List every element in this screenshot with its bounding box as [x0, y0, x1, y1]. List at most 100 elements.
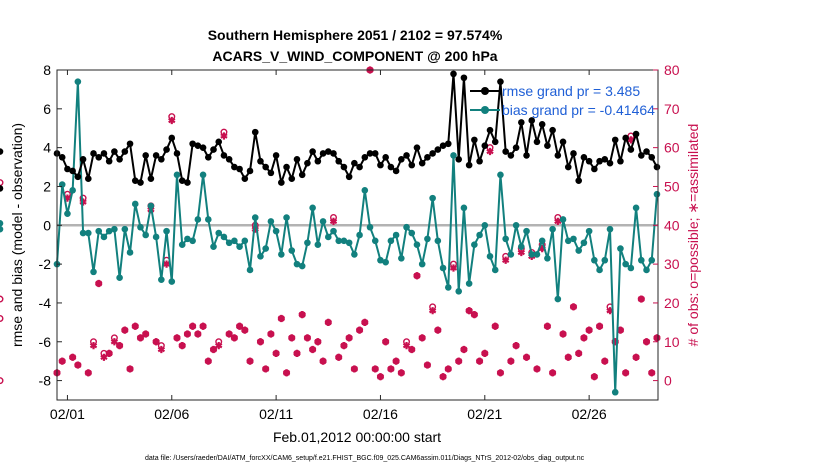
- rmse-series-point: [601, 155, 609, 163]
- rmse-series-point: [168, 134, 176, 142]
- rmse-series-point: [220, 152, 228, 159]
- rmse-series-point: [429, 150, 436, 157]
- y-right-tick-label: 70: [664, 101, 680, 117]
- obs-assimilated-marker: [142, 330, 150, 338]
- y-axis-right-label: # of obs: o=possible; ∗=assimilated: [685, 124, 701, 347]
- bias-series-point: [387, 237, 395, 245]
- rmse-series-point: [554, 152, 562, 159]
- bias-series-point: [225, 239, 233, 247]
- rmse-series-point: [580, 154, 588, 161]
- bias-series-point: [272, 227, 280, 235]
- rmse-series-point: [184, 179, 191, 186]
- y-tick-label: 6: [43, 101, 51, 117]
- bias-series-point: [178, 241, 186, 249]
- obs-assimilated-marker: [382, 338, 390, 346]
- obs-assimilated-marker: [215, 342, 223, 350]
- legend: rmse grand pr = 3.485 bias grand pr = -0…: [470, 83, 655, 118]
- obs-assimilated-marker: [465, 307, 473, 315]
- rmse-series-point: [330, 150, 337, 157]
- rmse-series-point: [507, 152, 515, 159]
- bias-series-point: [189, 237, 196, 245]
- rmse-series-point: [591, 165, 598, 173]
- rmse-series-point: [105, 157, 113, 165]
- bias-series-point: [111, 225, 118, 233]
- obs-assimilated-marker: [194, 330, 202, 338]
- rmse-series-point: [298, 171, 306, 179]
- bias-series-point: [79, 229, 87, 237]
- obs-assimilated-marker: [267, 330, 275, 338]
- obs-assimilated-marker: [209, 345, 218, 354]
- bias-series-point: [90, 268, 97, 276]
- bias-series-point: [559, 216, 567, 223]
- bias-series-point: [371, 237, 379, 245]
- rmse-series-point: [189, 140, 196, 148]
- rmse-series-point: [502, 148, 509, 155]
- rmse-series-point: [142, 152, 149, 159]
- rmse-series-point: [382, 154, 389, 161]
- y-axis-label: rmse and bias (model - observation): [9, 123, 25, 347]
- bias-series-point: [168, 278, 176, 285]
- bias-series-point: [491, 266, 499, 274]
- obs-assimilated-marker: [241, 326, 249, 334]
- obs-assimilated-marker: [183, 330, 192, 338]
- bias-series-point: [617, 245, 624, 252]
- bias-series-point: [330, 227, 337, 235]
- rmse-series-point: [241, 175, 249, 183]
- bias-series-point: [116, 274, 123, 282]
- rmse-series-point: [0, 148, 4, 155]
- rmse-series-point: [121, 148, 129, 155]
- y-tick-label: -2: [39, 256, 52, 272]
- obs-assimilated-marker: [580, 334, 588, 342]
- x-tick-label: 02/26: [572, 406, 607, 422]
- obs-assimilated-marker: [387, 365, 395, 373]
- obs-assimilated-marker: [355, 326, 364, 334]
- x-tick-label: 02/16: [363, 406, 398, 422]
- obs-assimilated-marker: [418, 334, 426, 342]
- rmse-series-point: [648, 154, 656, 161]
- rmse-series-point: [257, 157, 264, 165]
- bias-series-point: [64, 210, 71, 217]
- obs-assimilated-marker: [350, 365, 359, 373]
- bias-series-point: [131, 200, 139, 208]
- bias-series-point: [653, 190, 661, 198]
- obs-assimilated-marker: [89, 342, 98, 350]
- x-tick-label: 02/21: [467, 406, 502, 422]
- rmse-series-point: [251, 128, 259, 136]
- bias-series-point: [627, 264, 635, 272]
- obs-assimilated-marker: [58, 357, 66, 365]
- obs-assimilated-marker: [361, 318, 369, 326]
- obs-assimilated-marker: [501, 256, 510, 264]
- bias-series-point: [137, 223, 144, 231]
- rmse-series-point: [95, 154, 103, 161]
- rmse-series-point: [246, 167, 254, 175]
- obs-assimilated-marker: [559, 330, 567, 338]
- rmse-series-point: [575, 177, 583, 184]
- rmse-series-point: [611, 136, 619, 144]
- bias-series-point: [377, 256, 384, 264]
- bias-series-point: [351, 251, 358, 258]
- bias-series-point: [152, 233, 160, 241]
- x-tick-label: 02/06: [154, 406, 189, 422]
- bias-series-point: [481, 221, 489, 229]
- bias-series-point: [194, 216, 202, 223]
- obs-assimilated-marker: [277, 314, 285, 323]
- bias-series-point: [95, 227, 103, 235]
- rmse-series-point: [215, 138, 223, 146]
- obs-assimilated-marker: [178, 342, 186, 350]
- bias-series-point: [100, 233, 108, 241]
- bias-series-point: [142, 231, 149, 239]
- obs-assimilated-marker: [455, 357, 463, 365]
- bias-series-point: [278, 251, 285, 258]
- bias-series-point: [502, 235, 509, 243]
- bias-series-point: [533, 251, 541, 258]
- bias-series-point: [408, 229, 416, 237]
- rmse-series-point: [627, 146, 635, 153]
- obs-assimilated-marker: [235, 322, 244, 330]
- bias-series-point: [418, 260, 426, 268]
- obs-assimilated-marker: [595, 322, 604, 330]
- rmse-series-point: [460, 74, 468, 82]
- bias-series-point: [439, 264, 447, 272]
- rmse-series-point: [178, 177, 186, 184]
- rmse-series-point: [283, 163, 290, 171]
- obs-assimilated-marker: [95, 279, 103, 288]
